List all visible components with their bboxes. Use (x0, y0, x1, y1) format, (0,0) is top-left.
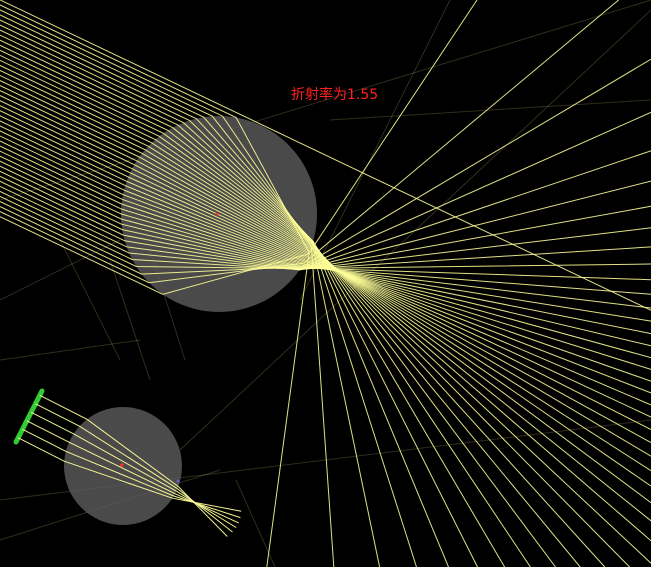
ray-line (0, 135, 651, 359)
faint-ray (0, 239, 121, 301)
ray-line (0, 100, 651, 444)
ray-line (0, 14, 381, 567)
light-source-bar (13, 388, 45, 445)
ray-line (0, 64, 651, 564)
ray-line (0, 0, 619, 284)
ray-line (0, 185, 651, 271)
ray-line (0, 59, 630, 567)
ray-line (0, 180, 651, 271)
ray-line (0, 140, 651, 347)
ray-line (0, 19, 417, 567)
ray-line (0, 115, 651, 406)
ray-line (0, 4, 310, 567)
ray-line (0, 34, 506, 567)
faint-ray (109, 259, 151, 381)
ray-line (0, 130, 651, 370)
ray-line (39, 394, 228, 537)
faint-ray (299, 0, 451, 301)
ray-line (0, 175, 651, 270)
refraction-index-label: 折射率为1.55 (291, 87, 379, 103)
ray-line (0, 125, 651, 382)
ray-line (0, 160, 651, 295)
faint-ray (59, 239, 121, 361)
ray-line (0, 54, 606, 567)
ray-line (0, 9, 335, 567)
ray-line (0, 120, 651, 394)
ray-line (0, 44, 556, 567)
marker-group (120, 212, 219, 483)
ray-line (0, 0, 651, 311)
faint-ray (0, 339, 141, 361)
ray-line (0, 85, 651, 487)
ray-line (17, 437, 242, 512)
ray-line (0, 90, 651, 472)
ray-line (35, 403, 233, 533)
ray-line (26, 420, 239, 524)
ray-line (0, 24, 449, 567)
ray-line (0, 0, 478, 295)
ray-line (0, 58, 651, 275)
ray-line (0, 150, 651, 322)
lens-center-marker (120, 463, 124, 467)
ray-line (0, 180, 651, 271)
ray-line (0, 150, 651, 271)
ray-line (0, 39, 531, 567)
ray-line (0, 110, 651, 418)
faint-ray (329, 99, 651, 121)
ray-line (0, 69, 651, 542)
ray-line (0, 145, 651, 335)
lens-center-marker (215, 212, 219, 216)
ray-line (0, 49, 581, 567)
ray-line (0, 155, 651, 309)
faint-ray (0, 0, 651, 201)
ray-line (0, 79, 651, 504)
ray-line (0, 29, 478, 567)
ray-line (0, 105, 651, 431)
ray-line (30, 411, 237, 528)
lower-ray-bundle (13, 388, 242, 537)
ray-line (0, 74, 651, 522)
ray-line (22, 428, 241, 519)
ray-line (0, 170, 651, 270)
focus-marker (176, 479, 180, 483)
ray-line (0, 95, 651, 457)
ray-line (0, 111, 651, 270)
ray-line (0, 165, 651, 281)
